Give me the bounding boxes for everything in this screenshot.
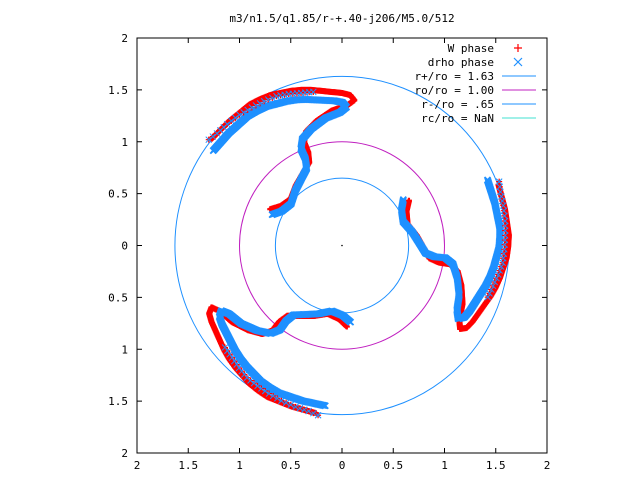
y-tick-label-6: 1	[121, 343, 128, 356]
reference-circle-1	[239, 141, 445, 350]
drho-phase-sparse-0-26	[309, 88, 317, 96]
y-tick-label-0: 2	[121, 32, 128, 45]
x-tick-label-4: 0	[339, 459, 346, 472]
drho-phase-point-1-269	[346, 318, 355, 326]
w-phase-point-0-269	[267, 206, 274, 213]
y-tick-label-4: 0	[121, 240, 128, 253]
legend-marker-0	[514, 44, 522, 52]
legend-label-2: r+/ro = 1.63	[415, 70, 494, 83]
drho-phase-point-2-269	[399, 196, 407, 204]
chart-title: m3/n1.5/q1.85/r-+.40-j206/M5.0/512	[229, 12, 454, 25]
w-phase-point-2-269	[405, 197, 412, 204]
legend-label-5: rc/ro = NaN	[421, 112, 494, 125]
y-tick-label-3: 0.5	[108, 188, 128, 201]
drho-phase-sparse-2-26	[484, 293, 492, 301]
x-tick-label-8: 2	[544, 459, 551, 472]
legend-label-4: r-/ro = .65	[421, 98, 494, 111]
drho-phase-sparse-2-8	[501, 217, 509, 225]
x-tick-label-7: 1.5	[486, 459, 506, 472]
x-tick-label-3: 0.5	[281, 459, 301, 472]
legend-label-1: drho phase	[428, 56, 494, 69]
x-tick-label-1: 1.5	[178, 459, 198, 472]
drho-phase-sparse-0-5	[223, 120, 231, 128]
x-tick-label-6: 1	[441, 459, 448, 472]
w-phase-point-1-269	[343, 323, 350, 330]
axis-ticks: 2 1.5 1 0.5 0 0.5 1 1.5 221.510.500.511.52	[108, 32, 550, 472]
center-point	[341, 244, 343, 247]
x-tick-label-5: 0.5	[383, 459, 403, 472]
y-tick-label-7: 1.5	[108, 395, 128, 408]
legend-marker-1	[513, 57, 523, 67]
drho-phase-sparse-0-1	[209, 133, 217, 140]
drho-phase-sparse-2-9	[501, 222, 509, 230]
drho-phase-sparse-0-7	[232, 114, 239, 122]
drho-phase-sparse-0-6	[227, 117, 235, 125]
drho-phase-sparse-0-0	[205, 136, 213, 144]
legend-label-3: ro/ro = 1.00	[415, 84, 494, 97]
drho-phase-sparse-1-16	[247, 377, 254, 384]
drho-phase-sparse-1-15	[250, 379, 258, 387]
drho-phase-sparse-1-26	[221, 344, 229, 351]
drho-phase-point-0-269	[268, 211, 276, 219]
chart-marks	[174, 75, 512, 419]
y-tick-label-8: 2	[121, 447, 128, 460]
drho-phase-sparse-2-10	[501, 227, 509, 234]
x-tick-label-0: 2	[134, 459, 141, 472]
y-tick-label-2: 1	[121, 136, 128, 149]
legend-label-0: W phase	[448, 42, 494, 55]
y-tick-label-1: 1.5	[108, 84, 128, 97]
x-tick-label-2: 1	[236, 459, 243, 472]
y-tick-label-5: 0.5	[108, 291, 128, 304]
drho-phase-sparse-1-14	[254, 382, 261, 390]
